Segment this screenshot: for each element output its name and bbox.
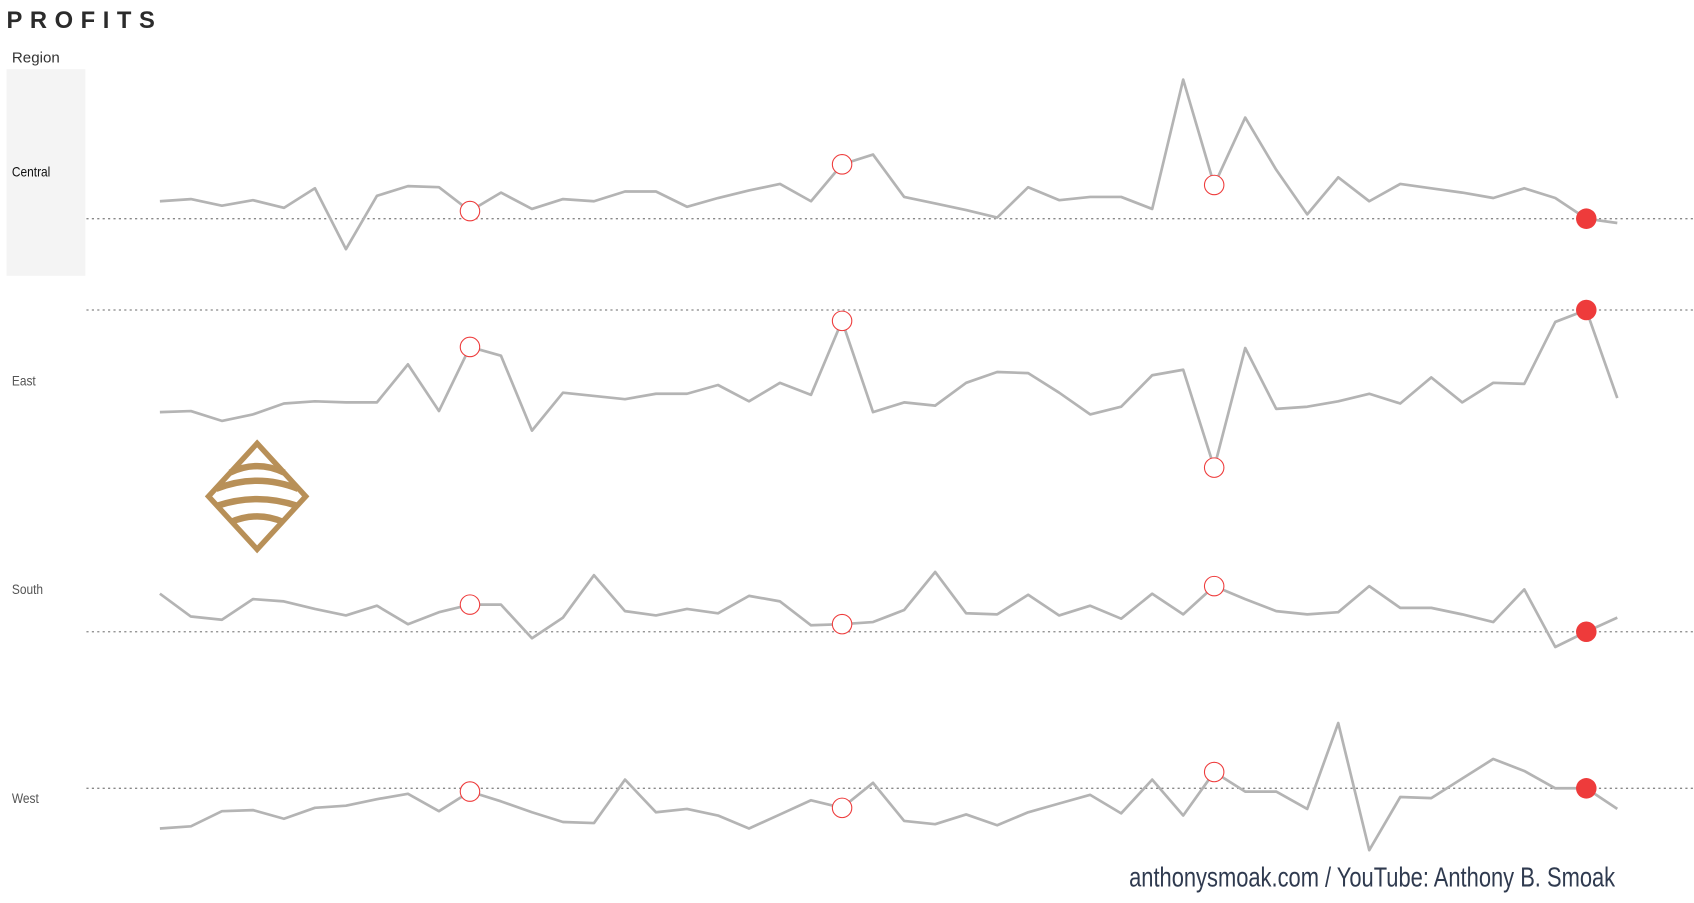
highlight-marker (831, 797, 853, 819)
sparkline (159, 308, 1619, 469)
highlight-marker (1203, 761, 1225, 783)
row-label: West (12, 790, 39, 806)
highlight-marker (1203, 575, 1225, 597)
current-marker (1576, 778, 1597, 799)
row-label: Central (12, 164, 51, 180)
highlight-marker (459, 781, 481, 802)
highlight-marker (831, 613, 853, 635)
footer: anthonysmoak.com / YouTube: Anthony B. S… (1129, 862, 1615, 893)
highlight-marker (831, 154, 853, 175)
current-marker (1576, 621, 1597, 643)
selected-row[interactable] (6, 69, 86, 276)
row-label: South (12, 581, 43, 597)
highlight-marker (459, 200, 481, 222)
current-marker (1576, 208, 1597, 229)
highlight-marker (831, 310, 853, 332)
title: PROFITS (6, 7, 162, 34)
sparkline (159, 570, 1618, 649)
current-marker (1576, 299, 1597, 321)
logo (204, 439, 310, 554)
row-header: Region (12, 49, 60, 66)
highlight-marker (1203, 174, 1225, 196)
row-label: East (12, 373, 36, 389)
sparkline (159, 78, 1618, 251)
sparkline (159, 721, 1619, 852)
highlight-marker (459, 594, 481, 615)
highlight-marker (459, 336, 481, 358)
highlight-marker (1203, 457, 1225, 478)
